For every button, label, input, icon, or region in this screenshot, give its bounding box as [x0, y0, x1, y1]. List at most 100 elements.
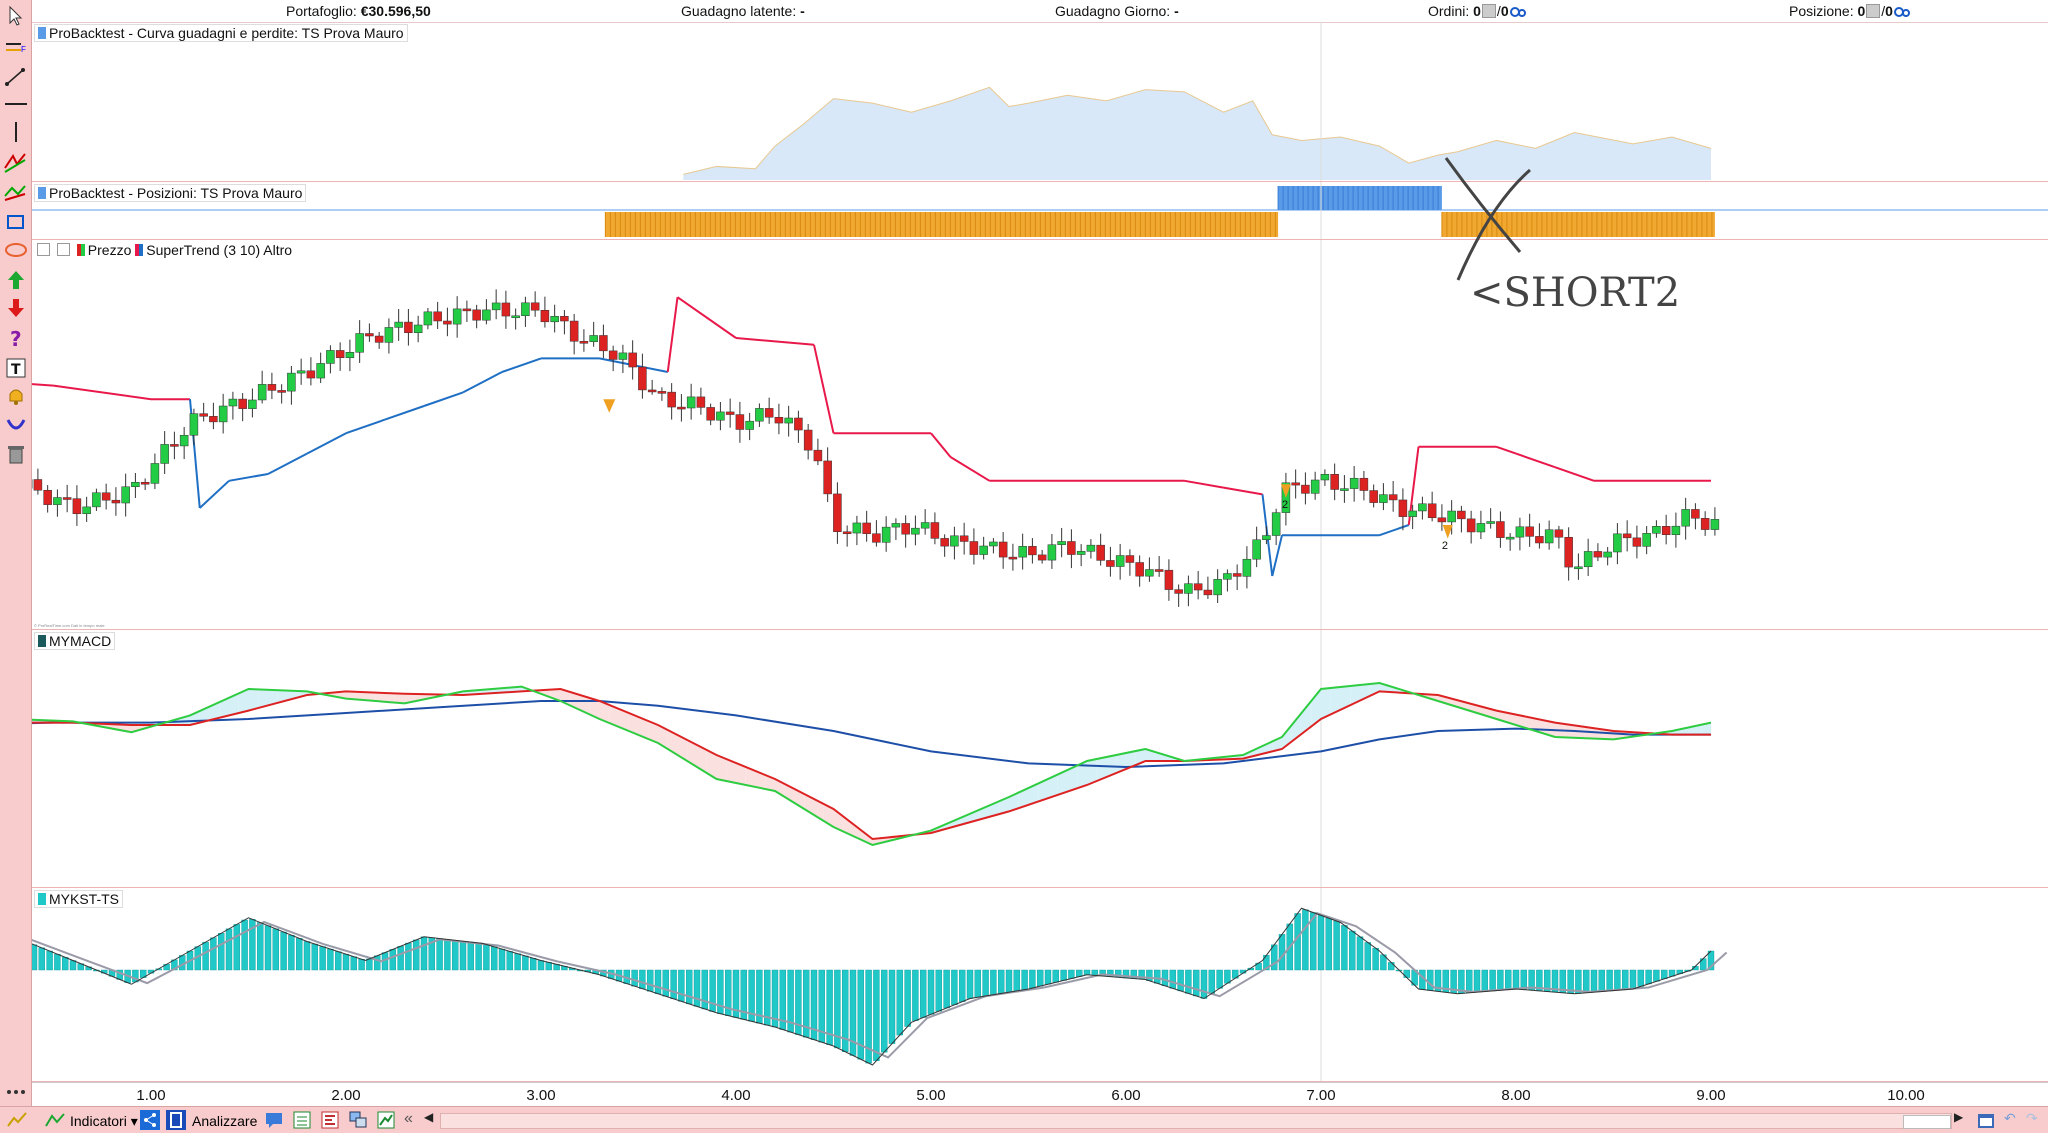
supertrend-segment	[951, 457, 990, 481]
kst-histogram-bar	[1607, 970, 1613, 991]
channel-icon[interactable]	[3, 150, 29, 174]
bearish-candle	[599, 335, 607, 350]
kst-histogram-bar	[928, 970, 934, 1014]
question-icon[interactable]: ?	[3, 326, 29, 350]
price-chart: 22	[32, 240, 2048, 629]
bullish-candle	[1506, 537, 1514, 539]
supertrend-segment	[346, 420, 385, 434]
long-position-bar	[1442, 212, 1715, 237]
bearish-candle	[1301, 485, 1309, 493]
scrollbar-thumb[interactable]	[1903, 1115, 1951, 1129]
bearish-candle	[434, 312, 442, 321]
scroll-right-icon[interactable]: ▶	[1954, 1110, 1963, 1130]
bullish-candle	[1116, 556, 1124, 567]
kst-histogram-bar	[1513, 970, 1519, 989]
collapse-icon[interactable]	[37, 243, 50, 256]
calendar-icon[interactable]	[1976, 1110, 1996, 1130]
kst-histogram-bar	[998, 970, 1004, 993]
bullish-candle	[1448, 511, 1456, 522]
orders-readout[interactable]: Ordini: 0/0	[1428, 3, 1523, 19]
kst-histogram-bar	[1092, 970, 1098, 975]
bearish-candle	[560, 316, 568, 321]
analyze-button[interactable]: Analizzare	[166, 1110, 257, 1130]
bearish-candle	[1623, 534, 1631, 538]
bearish-candle	[443, 321, 451, 324]
kst-histogram-bar	[1185, 970, 1191, 993]
trendline-icon[interactable]	[3, 64, 29, 88]
trash-icon[interactable]	[3, 442, 29, 466]
equity-panel-title[interactable]: ProBacktest - Curva guadagni e perdite: …	[34, 24, 408, 42]
bearish-candle	[209, 416, 217, 422]
text-tool-icon[interactable]: T	[3, 356, 29, 380]
position-readout[interactable]: Posizione: 0/0	[1789, 3, 1907, 19]
orderbook-icon[interactable]	[292, 1110, 312, 1130]
kst-histogram-bar	[257, 923, 263, 971]
buy-arrow-icon[interactable]	[3, 268, 29, 292]
bearish-candle	[1009, 557, 1017, 559]
scroll-left-icon[interactable]: ◀	[424, 1110, 433, 1130]
macd-signal-blue-line	[32, 701, 1711, 767]
probuilder-icon[interactable]	[376, 1110, 396, 1130]
bullish-candle	[521, 303, 529, 316]
kst-histogram-bar	[234, 924, 240, 970]
cursor-icon[interactable]	[3, 4, 29, 28]
horizontal-scrollbar[interactable]	[440, 1113, 1952, 1129]
bearish-candle	[638, 367, 646, 390]
kst-histogram-bar	[1599, 970, 1605, 992]
draw-chart-icon[interactable]	[6, 1110, 28, 1130]
chat-icon[interactable]	[264, 1110, 284, 1130]
bearish-candle	[931, 522, 939, 538]
positions-panel: ProBacktest - Posizioni: TS Prova Mauro	[32, 182, 2048, 240]
bullish-candle	[395, 322, 403, 327]
supertrend-label[interactable]: SuperTrend (3 10) Altro	[146, 242, 292, 258]
supertrend-segment	[1516, 454, 1555, 468]
bearish-candle	[1067, 541, 1075, 554]
rectangle-icon[interactable]	[3, 210, 29, 234]
kst-histogram-bar	[920, 970, 926, 1018]
more-tools-icon[interactable]	[3, 1080, 29, 1104]
undo-icon[interactable]: ↶	[2004, 1110, 2016, 1130]
kst-histogram-bar	[1638, 970, 1644, 986]
expand-icon[interactable]	[57, 243, 70, 256]
price-label[interactable]: Prezzo	[88, 242, 132, 258]
kst-histogram-bar	[335, 952, 341, 970]
macd-panel-title[interactable]: MYMACD	[34, 632, 115, 650]
kst-histogram-bar	[390, 949, 396, 970]
supertrend-segment	[32, 379, 54, 386]
close-orders-icon[interactable]	[1482, 4, 1496, 18]
bearish-candle	[404, 322, 412, 333]
horizontal-line-icon[interactable]: F	[3, 32, 29, 56]
bearish-candle	[44, 490, 52, 504]
bullish-candle	[551, 316, 559, 322]
supertrend-segment	[814, 345, 834, 433]
position-gear-icon[interactable]	[1894, 5, 1906, 17]
indicators-button[interactable]: Indicatori ▾	[44, 1110, 138, 1130]
kst-histogram-bar	[1490, 970, 1496, 991]
screener-icon[interactable]	[320, 1110, 340, 1130]
vertical-line-icon[interactable]	[3, 120, 29, 144]
bearish-candle	[775, 417, 783, 423]
share-icon[interactable]	[140, 1110, 160, 1130]
bearish-candle	[1097, 545, 1105, 560]
windows-icon[interactable]	[348, 1110, 368, 1130]
kst-histogram-bar	[374, 956, 380, 970]
ellipse-icon[interactable]	[3, 238, 29, 262]
positions-panel-title[interactable]: ProBacktest - Posizioni: TS Prova Mauro	[34, 184, 306, 202]
fibonacci-icon[interactable]	[3, 180, 29, 204]
kst-chart	[32, 888, 2048, 1081]
kst-histogram-bar	[959, 970, 965, 1002]
bearish-candle	[239, 399, 247, 409]
kst-histogram-bar	[546, 962, 552, 970]
collapse-bar-icon[interactable]: «	[404, 1110, 413, 1130]
bullish-candle	[131, 482, 139, 486]
kst-histogram-bar	[1154, 970, 1160, 983]
sell-arrow-icon[interactable]	[3, 296, 29, 320]
magnet-icon[interactable]	[3, 414, 29, 438]
bullish-candle	[590, 335, 598, 341]
close-position-icon[interactable]	[1866, 4, 1880, 18]
alert-bell-icon[interactable]	[3, 384, 29, 408]
settings-gear-icon[interactable]	[1510, 5, 1522, 17]
redo-icon[interactable]: ↷	[2026, 1110, 2038, 1130]
bearish-candle	[268, 384, 276, 390]
kst-panel-title[interactable]: MYKST-TS	[34, 890, 123, 908]
